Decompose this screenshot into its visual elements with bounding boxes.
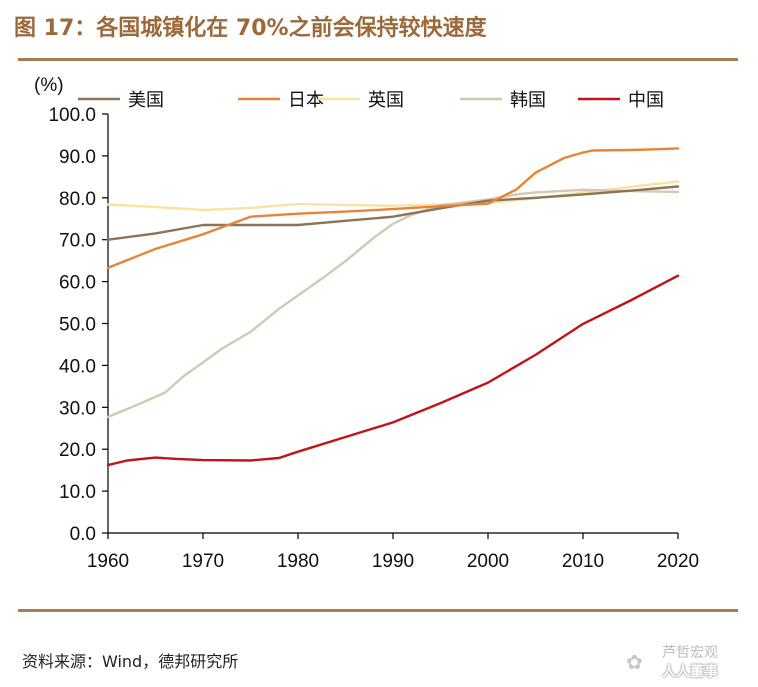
urbanization-line-chart: (%) 0.0 10.0 20.0 30.0 40.0 50.0 60.0 70.0 80.0 9… [34,75,699,572]
chart-legend: 美国 日本 英国 韩国 中国 [78,90,664,111]
x-tick-label: 1980 [277,551,319,572]
legend-label: 日本 [288,90,324,111]
wechat-icon: ✿ [626,650,643,674]
y-tick-label: 50.0 [59,315,96,336]
x-tick-label: 2010 [562,551,604,572]
bottom-divider [18,609,738,612]
y-axis-label: (%) [34,75,64,96]
y-tick-label: 10.0 [59,482,96,503]
x-tick-label: 2000 [467,551,509,572]
top-divider [18,58,738,61]
x-tick-label: 1970 [182,551,224,572]
y-tick-label: 30.0 [59,398,96,419]
watermark: ✿ 芦哲宏观 人人董事 [626,640,754,682]
y-tick-label: 60.0 [59,273,96,294]
y-tick-label: 80.0 [59,189,96,210]
series-line-1 [106,147,680,269]
y-tick-label: 0.0 [70,524,96,545]
watermark-tag: 人人董事 [662,664,718,680]
watermark-account: 芦哲宏观 [662,645,718,661]
series-line-2 [106,180,680,212]
series-line-0 [106,185,680,241]
y-axis-ticks: 0.0 10.0 20.0 30.0 40.0 50.0 60.0 70.0 80.0 90.0 1… [48,105,108,545]
source-note: 资料来源：Wind，德邦研究所 [22,652,239,671]
series-lines [106,147,680,467]
y-tick-label: 70.0 [59,231,96,252]
x-axis-ticks: 1960 1970 1980 1990 2000 2010 2020 [87,533,699,572]
y-tick-label: 90.0 [59,147,96,168]
y-tick-label: 40.0 [59,356,96,377]
x-tick-label: 2020 [657,551,699,572]
y-tick-label: 100.0 [48,105,96,126]
legend-label: 中国 [628,90,664,111]
legend-label: 美国 [128,90,164,111]
y-tick-label: 20.0 [59,440,96,461]
series-line-4 [106,274,680,467]
legend-label: 英国 [368,90,404,111]
legend-label: 韩国 [510,90,546,111]
x-tick-label: 1960 [87,551,129,572]
x-tick-label: 1990 [372,551,414,572]
series-line-3 [106,188,680,419]
page-title: 图 17：各国城镇化在 70%之前会保持较快速度 [14,16,487,41]
